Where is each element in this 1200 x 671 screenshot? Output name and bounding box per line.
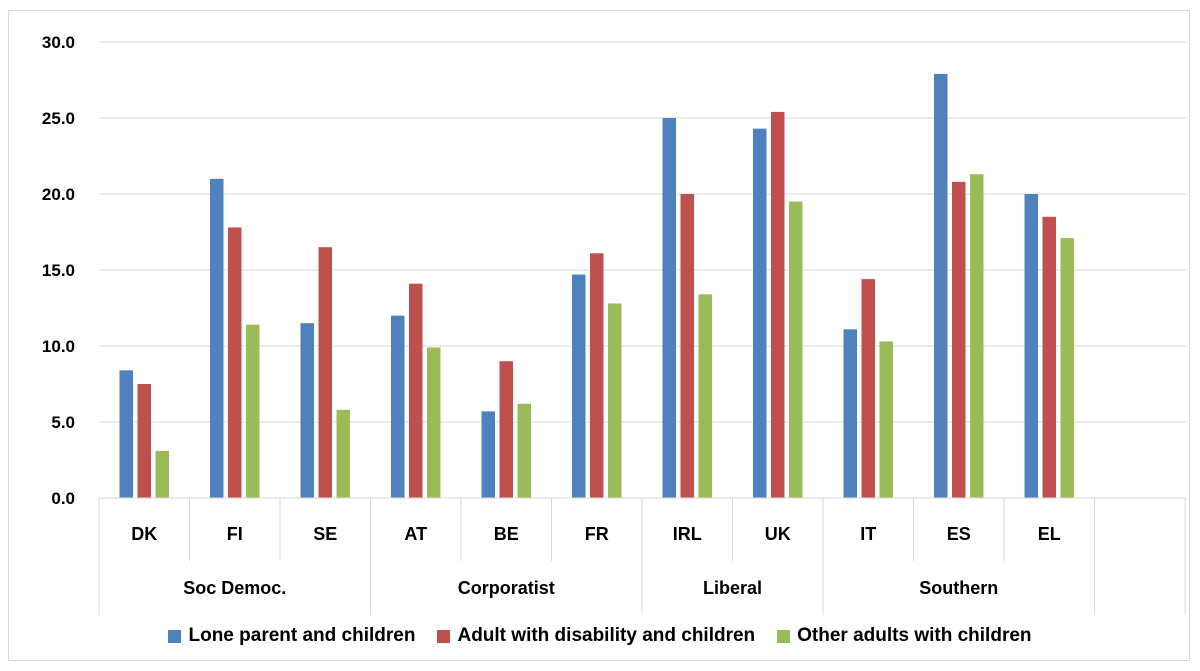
y-tick-label: 10.0 [42, 337, 75, 356]
legend-item: Lone parent and children [168, 625, 415, 647]
group-label: Corporatist [458, 578, 555, 598]
group-label: Soc Democ. [183, 578, 286, 598]
legend-label: Other adults with children [797, 625, 1032, 646]
bar [970, 174, 984, 499]
legend: Lone parent and children Adult with disab… [9, 625, 1191, 647]
bar [861, 279, 875, 498]
x-tick-label: SE [313, 524, 337, 544]
bar [246, 324, 260, 498]
chart-frame: 0.0 5.0 10.0 15.0 20.0 25.0 30.0 DK FI SE AT BE FR IR… [8, 10, 1190, 661]
bar [934, 73, 948, 499]
bar-chart: 0.0 5.0 10.0 15.0 20.0 25.0 30.0 DK FI SE AT BE FR IR… [42, 33, 1186, 615]
x-tick-label: ES [947, 524, 971, 544]
legend-swatch [437, 629, 451, 643]
bar [481, 411, 495, 498]
bar [427, 347, 441, 498]
bar [1042, 216, 1056, 499]
bar [300, 323, 314, 498]
legend-swatch [777, 629, 791, 643]
y-tick-label: 25.0 [42, 109, 75, 128]
bar [409, 283, 423, 498]
x-tick-label: EL [1038, 524, 1061, 544]
y-tick-label: 15.0 [42, 261, 75, 280]
bar [753, 128, 767, 498]
x-tick-label: IT [860, 524, 876, 544]
group-label: Liberal [703, 578, 762, 598]
legend-item: Other adults with children [777, 625, 1032, 647]
bar [572, 274, 586, 498]
y-tick-label: 0.0 [51, 489, 75, 508]
bar [1024, 194, 1038, 498]
bar [155, 450, 169, 498]
x-tick-label: BE [494, 524, 519, 544]
bar [318, 247, 332, 498]
bar [771, 111, 785, 499]
bar [336, 409, 350, 498]
y-tick-label: 30.0 [42, 33, 75, 52]
bar [879, 341, 893, 498]
bar [499, 361, 513, 498]
bar [119, 370, 133, 498]
x-tick-label: DK [131, 524, 157, 544]
x-tick-label: FI [227, 524, 243, 544]
x-tick-label: UK [765, 524, 791, 544]
legend-item: Adult with disability and children [437, 625, 755, 647]
x-tick-label: IRL [673, 524, 702, 544]
bar [210, 178, 224, 499]
legend-swatch [168, 629, 182, 643]
legend-label: Lone parent and children [188, 625, 416, 646]
x-tick-label: AT [404, 524, 427, 544]
bar [680, 194, 694, 498]
bar [590, 253, 604, 498]
bar [843, 329, 857, 498]
y-tick-label: 5.0 [51, 413, 75, 432]
bar [952, 181, 966, 498]
bar [391, 315, 405, 498]
bar [137, 384, 151, 498]
y-tick-label: 20.0 [42, 185, 75, 204]
group-label: Southern [919, 578, 998, 598]
x-tick-label: FR [585, 524, 609, 544]
bar [662, 118, 676, 498]
bar [698, 294, 712, 498]
legend-label: Adult with disability and children [457, 625, 756, 646]
bar [789, 201, 803, 498]
bar [228, 227, 242, 498]
bar [608, 303, 622, 498]
bar [1060, 238, 1074, 498]
bar [517, 403, 531, 498]
